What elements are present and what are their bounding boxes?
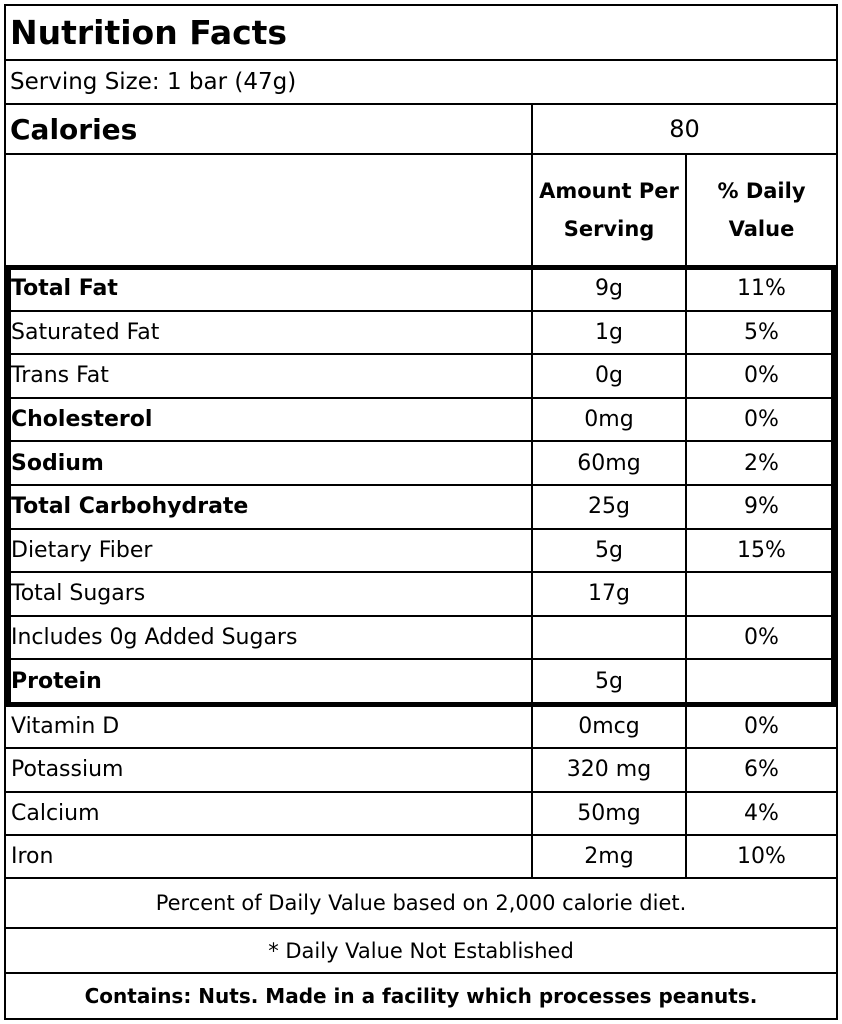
nutrient-daily-value: 9% [685,486,836,528]
nutrient-daily-value: 0% [685,355,836,397]
nutrient-amount: 5g [531,529,685,572]
nutrient-amount: 0g [531,355,685,397]
nutrient-daily-value: 0% [685,398,836,441]
nutrient-amount: 2mg [531,835,685,878]
allergen-statement: Contains: Nuts. Made in a facility which… [84,984,758,1008]
nutrient-daily-value: 15% [685,529,836,572]
nutrient-amount [531,616,685,659]
header-daily-value: % Daily Value [685,155,836,265]
nutrient-daily-value: 2% [685,442,836,484]
nutrient-daily-value: 4% [685,792,836,834]
nutrient-row-total-fat: Total Fat 9g 11% [6,268,836,312]
nutrient-row-protein: Protein 5g [6,660,836,704]
nutrient-row-potassium: Potassium 320 mg 6% [6,749,836,793]
nutrient-daily-value: 5% [685,311,836,354]
calories-label: Calories [10,112,138,146]
title-row: Nutrition Facts [6,6,836,61]
footnote-not-established-row: * Daily Value Not Established [6,929,836,974]
header-amount: Amount Per Serving [531,155,685,265]
nutrient-row-total-sugars: Total Sugars 17g [6,573,836,617]
nutrient-amount: 60mg [531,442,685,484]
nutrient-name: Total Carbohydrate [11,494,249,520]
nutrient-row-dietary-fiber: Dietary Fiber 5g 15% [6,529,836,574]
nutrient-row-trans-fat: Trans Fat 0g 0% [6,355,836,399]
nutrient-amount: 0mg [531,398,685,441]
label-title: Nutrition Facts [10,13,288,52]
calories-value: 80 [531,105,836,153]
serving-size: Serving Size: 1 bar (47g) [10,69,297,95]
nutrient-name: Vitamin D [11,714,120,740]
footnote-daily-value: Percent of Daily Value based on 2,000 ca… [155,891,687,915]
serving-size-row: Serving Size: 1 bar (47g) [6,61,836,105]
nutrient-row-cholesterol: Cholesterol 0mg 0% [6,398,836,443]
header-blank [6,155,531,265]
nutrient-name: Includes 0g Added Sugars [11,625,298,651]
nutrient-amount: 5g [531,660,685,702]
nutrient-daily-value: 10% [685,835,836,878]
nutrient-amount: 17g [531,573,685,615]
nutrient-name: Total Fat [11,276,118,302]
nutrient-row-vitamin-d: Vitamin D 0mcg 0% [6,706,836,750]
nutrient-name: Sodium [11,450,104,476]
nutrient-name: Trans Fat [11,363,109,389]
nutrient-row-includes-0g-added-sugars: Includes 0g Added Sugars 0% [6,616,836,661]
nutrient-name: Iron [11,844,54,870]
nutrient-amount: 320 mg [531,749,685,791]
nutrient-amount: 50mg [531,792,685,834]
nutrient-row-iron: Iron 2mg 10% [6,835,836,880]
nutrient-daily-value: 6% [685,749,836,791]
nutrition-facts-label: Nutrition Facts Serving Size: 1 bar (47g… [4,4,838,1020]
nutrient-name: Calcium [11,800,100,826]
nutrient-amount: 9g [531,268,685,310]
allergen-row: Contains: Nuts. Made in a facility which… [6,974,836,1018]
nutrient-daily-value: 11% [685,268,836,310]
nutrient-daily-value [685,573,836,615]
nutrient-daily-value [685,660,836,702]
nutrient-amount: 0mcg [531,706,685,748]
nutrient-row-total-carbohydrate: Total Carbohydrate 25g 9% [6,486,836,530]
nutrient-name: Dietary Fiber [11,537,153,563]
nutrient-row-sodium: Sodium 60mg 2% [6,442,836,486]
footnote-not-established: * Daily Value Not Established [268,938,574,963]
nutrient-name: Potassium [11,757,124,783]
nutrient-name: Protein [11,668,102,694]
nutrient-name: Saturated Fat [11,319,160,345]
calories-row: Calories 80 [6,105,836,155]
footnote-daily-value-row: Percent of Daily Value based on 2,000 ca… [6,879,836,929]
nutrient-amount: 1g [531,311,685,354]
column-header-row: Amount Per Serving % Daily Value [6,155,836,265]
nutrient-row-calcium: Calcium 50mg 4% [6,792,836,836]
nutrient-name: Cholesterol [11,407,153,433]
nutrient-daily-value: 0% [685,706,836,748]
nutrient-amount: 25g [531,486,685,528]
nutrient-row-saturated-fat: Saturated Fat 1g 5% [6,311,836,356]
nutrient-daily-value: 0% [685,616,836,659]
nutrient-name: Total Sugars [11,581,146,607]
